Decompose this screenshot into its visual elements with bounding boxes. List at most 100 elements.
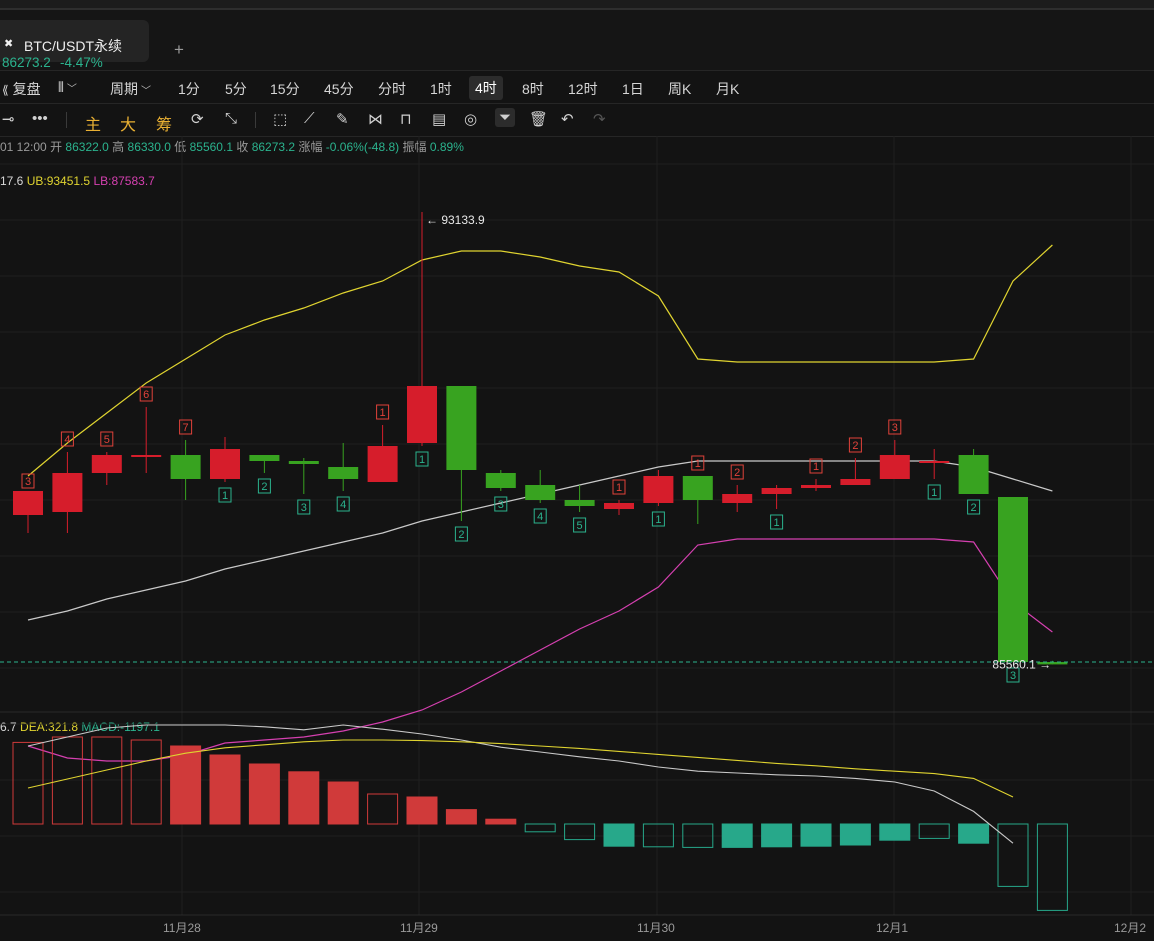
period-8h[interactable]: 8时 <box>522 81 544 97</box>
macd-histogram-bar <box>524 823 556 833</box>
period-timeline[interactable]: 分时 <box>378 81 406 97</box>
undo-icon[interactable]: ↶ <box>561 111 574 128</box>
chevron-down-icon: ﹀ <box>141 86 151 97</box>
filter-icon[interactable]: ⏷ <box>495 108 516 127</box>
macd-histogram-bar <box>682 823 714 848</box>
boll-ub: UB:93451.5 <box>26 174 91 188</box>
candle-body <box>170 455 201 479</box>
signal-tag-box <box>809 458 823 474</box>
period-1d[interactable]: 1日 <box>622 81 644 97</box>
chip-distribution-button[interactable]: 筹 <box>156 117 173 134</box>
x-axis-label: 11月28 <box>163 921 201 935</box>
amplitude-value: 0.89% <box>429 140 464 154</box>
period-1h[interactable]: 1时 <box>430 81 452 97</box>
candle-body <box>761 488 792 494</box>
macd-histogram-bar <box>327 781 359 825</box>
candle-body <box>840 479 871 485</box>
ruler-icon[interactable]: ⟋ <box>304 110 315 127</box>
more-dots-icon[interactable]: ••• <box>32 110 48 127</box>
signal-tag-box <box>730 464 744 480</box>
signal-tag-box <box>454 526 468 542</box>
signal-tag-number: 2 <box>852 440 858 452</box>
x-axis-label: 12月2 <box>1114 921 1147 935</box>
candle-body <box>525 485 556 500</box>
main-force-button[interactable]: 主 <box>85 117 102 134</box>
cursor-tool-icon[interactable]: ⬚ <box>273 111 288 128</box>
boll-mb: 17.6 <box>0 174 24 188</box>
horizontal-line-icon[interactable]: ⊸ <box>2 111 15 128</box>
period-week[interactable]: 周K <box>668 81 692 97</box>
big-order-button[interactable]: 大 <box>120 117 137 134</box>
toolbar-separator <box>66 112 67 128</box>
signal-tag-box <box>21 473 35 489</box>
candle-body <box>643 476 674 503</box>
signal-tag-box <box>927 484 941 500</box>
symbol-change: -4.47% <box>60 55 103 70</box>
trash-icon[interactable]: 🗑 <box>529 111 549 128</box>
signal-tag-number: 1 <box>380 407 386 419</box>
macd-histogram-bar <box>248 763 280 825</box>
magnet-icon[interactable]: ◎ <box>464 111 478 128</box>
change-value: -0.06%(-48.8) <box>325 140 400 154</box>
period-12h[interactable]: 12时 <box>568 81 598 97</box>
refresh-chart-icon[interactable]: ⟳ <box>191 111 204 128</box>
macd-histogram-bar <box>839 823 871 846</box>
macd-histogram-bar <box>761 823 793 848</box>
period-15m[interactable]: 15分 <box>270 81 300 97</box>
signal-tag-box <box>60 431 74 447</box>
period-5m[interactable]: 5分 <box>225 81 247 97</box>
signal-tag-box <box>336 496 350 512</box>
candle-body <box>91 455 122 473</box>
indicator-tool-icon[interactable]: ⤡ <box>225 110 238 127</box>
candle-body <box>919 461 950 463</box>
open-value: 86322.0 <box>65 140 109 154</box>
macd-histogram-bar <box>564 823 596 841</box>
replay-button[interactable]: ⟪ 复盘 <box>2 79 41 99</box>
indicator-style-button[interactable]: ⫴ ﹀ <box>58 79 77 96</box>
macd-histogram-bar <box>918 823 950 839</box>
signal-tag-box <box>100 431 114 447</box>
cycle-label: 周期 <box>110 81 138 97</box>
signal-tag-number: 6 <box>143 389 149 401</box>
symbol-price: 86273.2 <box>2 55 51 70</box>
candle-body <box>210 449 240 479</box>
pattern-icon[interactable]: ⋈ <box>368 111 383 128</box>
period-month[interactable]: 月K <box>716 81 740 97</box>
macd-histogram-bar <box>642 823 674 848</box>
signal-tag-number: 3 <box>892 422 898 434</box>
drawing-toolbar: ⊸ ••• 主 大 筹 ⟳ ⤡ ⬚ ⟋ ✎ ⋈ ⊓ ▤ ◎ ⏷ 🗑 ↶ ↷ <box>0 104 1154 137</box>
macd-histogram-bar <box>800 823 832 847</box>
low-label: 低 <box>174 140 187 154</box>
change-label: 涨幅 <box>298 140 323 154</box>
candle-body <box>998 497 1028 662</box>
candle-body <box>1037 662 1068 665</box>
binance-icon: ✖ <box>4 38 14 50</box>
toolbar-separator <box>255 112 256 128</box>
signal-tag-number: 1 <box>813 461 819 473</box>
period-4h[interactable]: 4时 <box>469 76 503 100</box>
signal-tag-number: 2 <box>734 467 740 479</box>
pen-icon[interactable]: ✎ <box>336 111 349 128</box>
signal-tag-number: 5 <box>104 434 110 446</box>
macd-histogram-bar <box>170 745 202 825</box>
redo-icon[interactable]: ↷ <box>593 111 606 128</box>
macd-dea-line <box>27 739 1014 798</box>
x-axis-label: 12月1 <box>876 921 909 935</box>
signal-tag-number: 2 <box>971 502 977 514</box>
signal-tag-number: 2 <box>458 529 464 541</box>
signal-tag-number: 3 <box>301 502 307 514</box>
symbol-tab[interactable]: ✖ BTC/USDT永续 86273.2 -4.47% <box>0 20 149 70</box>
period-45m[interactable]: 45分 <box>324 81 354 97</box>
add-tab-button[interactable]: + <box>174 40 184 59</box>
note-icon[interactable]: ▤ <box>432 111 447 128</box>
signal-tag-box <box>415 451 429 467</box>
macd-histogram-bar <box>91 736 123 825</box>
macd-histogram-bar <box>209 754 241 825</box>
signal-tag-number: 2 <box>261 481 267 493</box>
low-annotation: 85560.1 → <box>992 657 1051 671</box>
lock-icon[interactable]: ⊓ <box>400 111 412 128</box>
cycle-dropdown[interactable]: 周期 ﹀ <box>110 79 151 99</box>
signal-tag-box <box>533 508 547 524</box>
period-1m[interactable]: 1分 <box>178 81 200 97</box>
